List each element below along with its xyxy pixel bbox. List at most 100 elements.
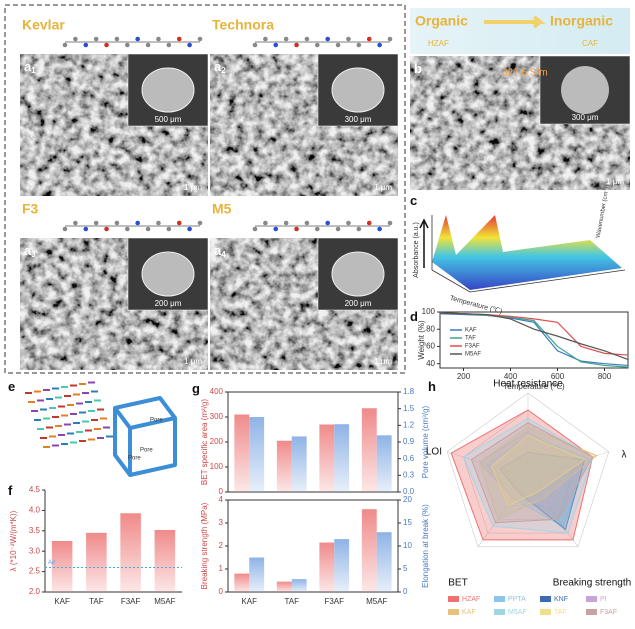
lattice-node bbox=[61, 443, 68, 445]
atom bbox=[335, 42, 341, 48]
ftir-arrow bbox=[419, 218, 429, 268]
legend-label: TAF bbox=[554, 609, 567, 616]
atom bbox=[283, 220, 289, 226]
bar bbox=[249, 557, 265, 592]
x-tick-label: 200 bbox=[457, 372, 471, 381]
b-header bbox=[410, 8, 630, 54]
panel-letter-base: d bbox=[410, 309, 418, 324]
lattice-node bbox=[37, 399, 44, 402]
y-tick-label: 3.0 bbox=[29, 546, 41, 555]
panel-letter: g bbox=[192, 381, 200, 396]
c-x-label: Temperature (℃) bbox=[449, 295, 503, 316]
bar bbox=[334, 539, 350, 592]
atom bbox=[346, 36, 351, 42]
panel-letter: b bbox=[414, 61, 422, 76]
atom bbox=[145, 226, 151, 232]
b-inset-scale: 300 μm bbox=[572, 113, 599, 122]
x-tick-label: KAF bbox=[241, 597, 257, 606]
y-tick-label: 0.9 bbox=[403, 437, 415, 446]
bar bbox=[376, 532, 392, 592]
y-tick-label: 400 bbox=[210, 387, 224, 396]
c-y-label: Wavenumber (cm⁻¹) bbox=[596, 184, 611, 239]
atom bbox=[93, 36, 99, 42]
lattice-node bbox=[31, 410, 38, 412]
y-tick-label: 3 bbox=[219, 518, 224, 527]
atom bbox=[377, 42, 382, 48]
lattice-node bbox=[79, 440, 86, 442]
panel-letter-base: f bbox=[8, 483, 13, 498]
panel-letter: a2 bbox=[214, 59, 226, 75]
panel-letter-sub: 1 bbox=[31, 66, 36, 75]
y-tick-label: 10 bbox=[403, 541, 412, 550]
atom bbox=[377, 226, 382, 232]
legend-label: M5AF bbox=[465, 352, 481, 358]
lattice-node bbox=[67, 404, 74, 406]
atom bbox=[252, 226, 258, 232]
radar-area bbox=[478, 430, 578, 507]
b-to-sample: CAF bbox=[582, 39, 598, 48]
lattice-node bbox=[85, 401, 92, 403]
lattice-node bbox=[79, 411, 86, 414]
y-tick-label: 4.0 bbox=[29, 506, 41, 515]
inset-scale-bar: 500 μm bbox=[155, 115, 182, 124]
bar bbox=[276, 440, 292, 492]
radar-area bbox=[478, 426, 598, 520]
fiber-name: M5 bbox=[212, 201, 232, 217]
panel-letter-sub: 4 bbox=[221, 250, 226, 259]
legend-label: KAF bbox=[462, 609, 476, 616]
legend-swatch bbox=[494, 596, 505, 602]
panel-letter-sub: 2 bbox=[221, 66, 226, 75]
inset-fiber bbox=[141, 251, 195, 297]
bar bbox=[86, 532, 107, 592]
atom bbox=[156, 36, 161, 42]
lattice-node bbox=[34, 390, 41, 393]
lattice-node bbox=[40, 437, 47, 439]
ftir-axes bbox=[431, 215, 626, 293]
lattice-node bbox=[67, 432, 74, 435]
atom bbox=[83, 226, 89, 232]
bar bbox=[361, 408, 377, 492]
atom bbox=[62, 226, 68, 232]
scale-bar: 1 μm bbox=[374, 357, 392, 366]
lattice-node bbox=[43, 417, 50, 420]
radar-area bbox=[462, 417, 594, 534]
y-tick-label: 15 bbox=[403, 518, 412, 527]
lattice-node bbox=[88, 438, 95, 441]
lattice-node bbox=[88, 381, 95, 384]
y-tick-label: 20 bbox=[403, 495, 412, 504]
atom bbox=[325, 36, 330, 42]
atom bbox=[315, 42, 320, 48]
y-tick-label: 1.8 bbox=[403, 387, 415, 396]
fiber-name: F3 bbox=[22, 201, 39, 217]
lattice-node bbox=[61, 414, 68, 417]
x-tick-label: 800 bbox=[598, 372, 612, 381]
lattice-node bbox=[55, 396, 62, 399]
panel-letter-sub: 3 bbox=[31, 250, 36, 259]
lattice-node bbox=[52, 416, 59, 418]
b-conductivity: 327.6 S/m bbox=[502, 68, 548, 79]
atom bbox=[283, 36, 289, 42]
b-scale: 1 μm bbox=[606, 177, 624, 186]
fiber-name: Technora bbox=[212, 17, 274, 33]
lattice-node bbox=[52, 387, 59, 390]
atom bbox=[73, 36, 78, 42]
atom bbox=[304, 220, 310, 226]
legend-label: PPTA bbox=[508, 596, 526, 603]
lattice-node bbox=[61, 386, 68, 388]
scale-bar: 1 μm bbox=[374, 183, 392, 192]
inset-scale-bar: 200 μm bbox=[345, 299, 372, 308]
lattice-node bbox=[97, 437, 104, 439]
panel-letter-base: a bbox=[24, 59, 32, 74]
y-tick-label: 1 bbox=[219, 564, 224, 573]
line-series bbox=[439, 312, 629, 360]
bar bbox=[276, 581, 292, 592]
legend-label: TAF bbox=[465, 336, 476, 342]
legend-swatch bbox=[540, 596, 551, 602]
x-tick-label: TAF bbox=[284, 597, 299, 606]
atom bbox=[176, 36, 182, 42]
atom bbox=[197, 220, 203, 226]
radar-axis-label: Heat resistance bbox=[493, 379, 563, 390]
legend-swatch bbox=[586, 609, 597, 615]
atom bbox=[135, 36, 140, 42]
y-tick-label: 3.5 bbox=[29, 526, 41, 535]
